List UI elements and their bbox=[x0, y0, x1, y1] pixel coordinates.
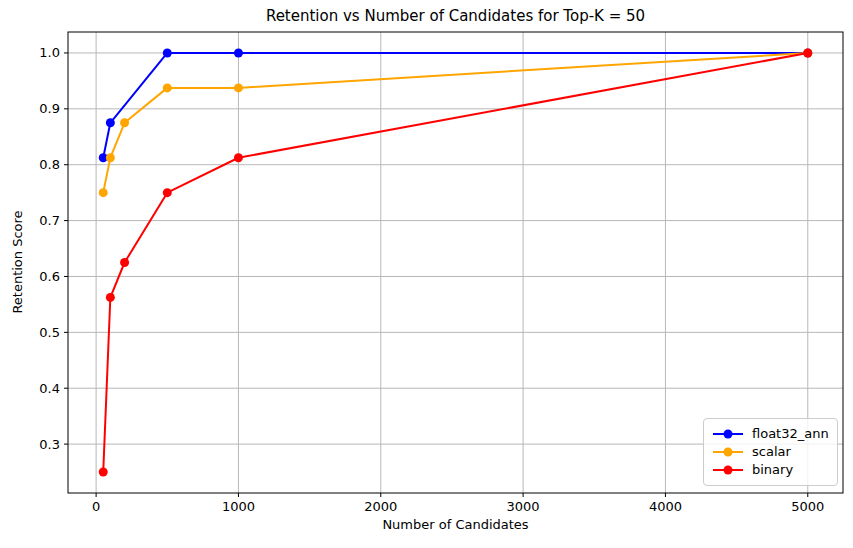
data-point-binary bbox=[803, 48, 812, 57]
figure: 0 1000 2000 3000 4000 5000 0.3 0.4 0.5 0.6 0.7 0.8 0… bbox=[0, 0, 853, 548]
y-tick-label: 0.5 bbox=[39, 325, 60, 340]
data-point-binary bbox=[163, 188, 172, 197]
data-point-binary bbox=[234, 153, 243, 162]
y-tick-label: 0.4 bbox=[39, 381, 60, 396]
data-point-binary bbox=[106, 293, 115, 302]
series-line-binary bbox=[103, 53, 808, 472]
legend-item-float32_ann: float32_ann bbox=[712, 425, 829, 443]
data-point-float32_ann bbox=[234, 48, 243, 57]
legend-label: float32_ann bbox=[752, 425, 829, 443]
x-tick-label: 3000 bbox=[507, 499, 540, 514]
x-tick-label: 0 bbox=[92, 499, 100, 514]
x-tick-label: 2000 bbox=[364, 499, 397, 514]
y-tick-label: 0.9 bbox=[39, 101, 60, 116]
legend-label: binary bbox=[752, 461, 793, 479]
y-axis-label: Retention Score bbox=[10, 210, 25, 313]
legend-item-binary: binary bbox=[712, 461, 829, 479]
chart-title: Retention vs Number of Candidates for To… bbox=[68, 7, 843, 25]
x-tick-label: 5000 bbox=[791, 499, 824, 514]
data-point-scalar bbox=[120, 118, 129, 127]
y-tick-label: 1.0 bbox=[39, 45, 60, 60]
legend-line-marker-icon bbox=[712, 428, 744, 440]
y-tick-label: 0.6 bbox=[39, 269, 60, 284]
legend-line-marker-icon bbox=[712, 464, 744, 476]
data-point-binary bbox=[120, 258, 129, 267]
data-point-scalar bbox=[234, 83, 243, 92]
data-point-scalar bbox=[106, 153, 115, 162]
series-line-float32_ann bbox=[103, 53, 808, 158]
legend-label: scalar bbox=[752, 443, 791, 461]
legend: float32_ann scalar binary bbox=[703, 418, 838, 486]
y-tick-label: 0.7 bbox=[39, 213, 60, 228]
legend-item-scalar: scalar bbox=[712, 443, 829, 461]
x-axis-label: Number of Candidates bbox=[68, 517, 843, 532]
y-tick-label: 0.3 bbox=[39, 437, 60, 452]
data-point-scalar bbox=[163, 83, 172, 92]
data-point-float32_ann bbox=[106, 118, 115, 127]
data-point-binary bbox=[99, 468, 108, 477]
data-point-scalar bbox=[99, 188, 108, 197]
data-point-float32_ann bbox=[163, 48, 172, 57]
x-tick-label: 4000 bbox=[649, 499, 682, 514]
y-tick-label: 0.8 bbox=[39, 157, 60, 172]
x-tick-label: 1000 bbox=[222, 499, 255, 514]
legend-line-marker-icon bbox=[712, 446, 744, 458]
